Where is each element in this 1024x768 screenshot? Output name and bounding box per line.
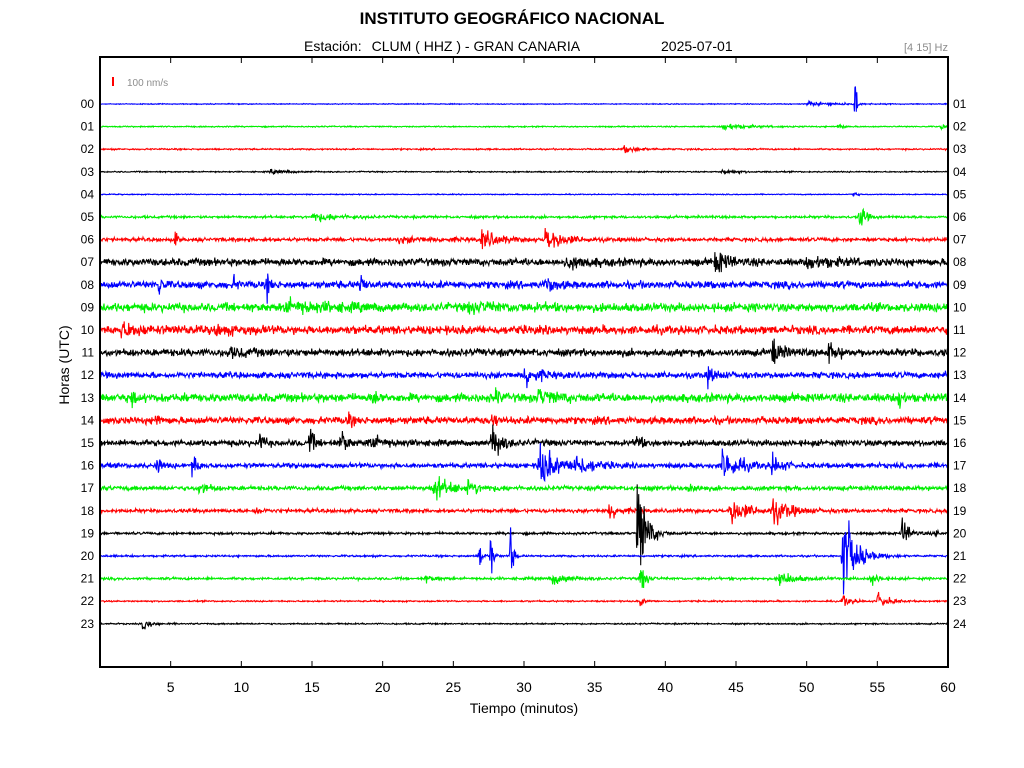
left-hour-label: 23 bbox=[81, 617, 95, 631]
right-hour-label: 02 bbox=[953, 120, 967, 134]
right-hour-label: 12 bbox=[953, 346, 967, 360]
trace-hour-11 bbox=[100, 338, 948, 364]
trace-hour-03 bbox=[100, 168, 948, 176]
left-hour-label: 10 bbox=[81, 323, 95, 337]
right-hour-label: 11 bbox=[953, 323, 966, 337]
left-hour-label: 15 bbox=[81, 436, 95, 450]
right-hour-label: 08 bbox=[953, 255, 967, 269]
trace-hour-17 bbox=[100, 476, 948, 501]
station-name: CLUM ( HHZ ) - GRAN CANARIA bbox=[371, 38, 581, 54]
left-hour-label: 22 bbox=[81, 594, 95, 608]
x-tick-label: 45 bbox=[728, 679, 744, 695]
left-hour-label: 02 bbox=[81, 142, 95, 156]
scale-bar: 100 nm/s bbox=[112, 77, 168, 89]
station-label: Estación: bbox=[304, 38, 362, 54]
right-hour-label: 01 bbox=[953, 97, 967, 111]
right-hour-label: 17 bbox=[953, 459, 967, 473]
right-hour-label: 09 bbox=[953, 278, 967, 292]
record-date: 2025-07-01 bbox=[661, 38, 733, 54]
left-hour-label: 06 bbox=[81, 233, 95, 247]
right-hour-label: 14 bbox=[953, 391, 967, 405]
right-hour-label: 16 bbox=[953, 436, 967, 450]
trace-hour-08 bbox=[100, 273, 948, 304]
trace-hour-14 bbox=[100, 411, 948, 429]
trace-hour-07 bbox=[100, 252, 948, 273]
trace-hour-05 bbox=[100, 207, 948, 226]
left-hour-label: 17 bbox=[81, 481, 95, 495]
x-axis-label: Tiempo (minutos) bbox=[469, 700, 579, 716]
left-hour-label: 16 bbox=[81, 459, 95, 473]
left-hour-label: 01 bbox=[81, 120, 95, 134]
trace-hour-10 bbox=[100, 321, 948, 339]
trace-hour-01 bbox=[100, 123, 948, 132]
right-hour-label: 19 bbox=[953, 504, 967, 518]
trace-hour-04 bbox=[100, 191, 948, 198]
trace-hour-06 bbox=[100, 227, 948, 250]
trace-hour-09 bbox=[100, 296, 948, 316]
left-hour-label: 20 bbox=[81, 549, 95, 563]
trace-hour-21 bbox=[100, 570, 948, 589]
right-hour-label: 20 bbox=[953, 526, 967, 540]
x-tick-label: 35 bbox=[587, 679, 603, 695]
right-hour-label: 05 bbox=[953, 187, 967, 201]
right-hour-label: 07 bbox=[953, 233, 967, 247]
trace-hour-13 bbox=[100, 387, 948, 409]
left-hour-label: 04 bbox=[81, 187, 95, 201]
trace-hour-15 bbox=[100, 424, 948, 456]
left-hour-label: 21 bbox=[81, 572, 95, 586]
left-hour-label: 14 bbox=[81, 413, 95, 427]
station-subtitle: Estación: CLUM ( HHZ ) - GRAN CANARIA bbox=[304, 38, 580, 54]
trace-hour-02 bbox=[100, 145, 948, 154]
axis-ticks: 5 10 15 20 25 30 35 40 45 50 55 60 bbox=[167, 57, 956, 695]
x-tick-label: 50 bbox=[799, 679, 815, 695]
x-tick-label: 25 bbox=[446, 679, 462, 695]
left-hour-label: 09 bbox=[81, 300, 95, 314]
right-hour-label: 22 bbox=[953, 572, 967, 586]
x-tick-label: 60 bbox=[940, 679, 956, 695]
left-hour-label: 05 bbox=[81, 210, 95, 224]
left-hour-label: 13 bbox=[81, 391, 95, 405]
x-tick-label: 55 bbox=[870, 679, 886, 695]
right-hour-label: 04 bbox=[953, 165, 967, 179]
trace-layer bbox=[100, 86, 948, 630]
left-hour-label: 18 bbox=[81, 504, 95, 518]
x-tick-label: 15 bbox=[304, 679, 320, 695]
hour-labels: 00 01 02 03 04 05 06 07 08 09 10 11 12 13 14 15 16 17 18 19… bbox=[81, 97, 967, 631]
y-axis-label: Horas (UTC) bbox=[56, 325, 72, 405]
x-tick-label: 30 bbox=[516, 679, 532, 695]
trace-hour-00 bbox=[100, 86, 948, 112]
left-hour-label: 11 bbox=[82, 346, 95, 360]
scale-bar-label: 100 nm/s bbox=[127, 78, 168, 89]
right-hour-label: 18 bbox=[953, 481, 967, 495]
trace-hour-23 bbox=[100, 621, 948, 630]
trace-hour-12 bbox=[100, 366, 948, 390]
trace-hour-18 bbox=[100, 498, 948, 526]
left-hour-label: 08 bbox=[81, 278, 95, 292]
trace-hour-20 bbox=[100, 520, 948, 595]
trace-hour-19 bbox=[100, 484, 948, 566]
x-tick-label: 10 bbox=[234, 679, 250, 695]
filter-band: [4 15] Hz bbox=[903, 42, 948, 54]
left-hour-label: 03 bbox=[81, 165, 95, 179]
left-hour-label: 07 bbox=[81, 255, 95, 269]
right-hour-label: 03 bbox=[953, 142, 967, 156]
x-tick-label: 20 bbox=[375, 679, 391, 695]
right-hour-label: 06 bbox=[953, 210, 967, 224]
right-hour-label: 15 bbox=[953, 413, 967, 427]
x-tick-label: 5 bbox=[167, 679, 175, 695]
trace-hour-16 bbox=[100, 442, 948, 483]
trace-hour-22 bbox=[100, 591, 948, 607]
right-hour-label: 23 bbox=[953, 594, 967, 608]
chart-title: INSTITUTO GEOGRÁFICO NACIONAL bbox=[359, 9, 665, 28]
left-hour-label: 00 bbox=[81, 97, 95, 111]
right-hour-label: 10 bbox=[953, 300, 967, 314]
right-hour-label: 24 bbox=[953, 617, 967, 631]
x-tick-label: 40 bbox=[658, 679, 674, 695]
right-hour-label: 13 bbox=[953, 368, 967, 382]
left-hour-label: 19 bbox=[81, 526, 95, 540]
right-hour-label: 21 bbox=[953, 549, 967, 563]
left-hour-label: 12 bbox=[81, 368, 95, 382]
